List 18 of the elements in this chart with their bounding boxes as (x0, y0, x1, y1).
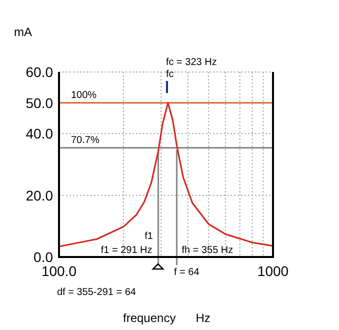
x-axis-title: frequency Hz (123, 311, 210, 325)
y-axis-title: mA (14, 25, 32, 39)
ref-line-label: fh = 355 Hz (182, 245, 234, 256)
y-tick-label: 60.0 (26, 64, 54, 80)
text: f = 64 (174, 267, 200, 278)
annotation: fc (166, 69, 174, 80)
y-tick-label: 40.0 (26, 126, 54, 142)
text: fc = 323 Hz (166, 57, 217, 68)
annotation: f1 (144, 231, 154, 242)
annotation: 70.7% (71, 135, 100, 146)
ref-line-label: f1 = 291 Hz (100, 245, 152, 256)
x-tick-label: 100.0 (41, 263, 77, 279)
y-tick-label: 0.0 (34, 249, 54, 265)
y-tick-label: 20.0 (26, 187, 54, 204)
annotation: 100% (71, 90, 97, 101)
x-tick-label: 1000 (257, 263, 289, 279)
text: df = 355-291 = 64 (57, 287, 136, 298)
y-tick-label: 50.0 (26, 94, 54, 111)
